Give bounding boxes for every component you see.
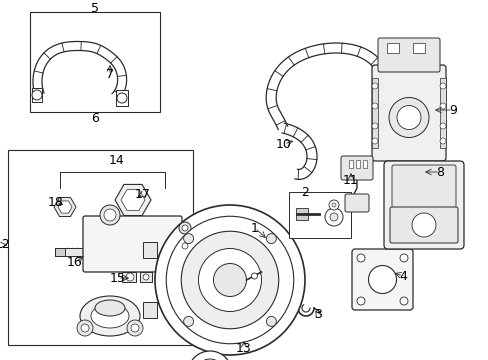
Circle shape: [166, 216, 293, 344]
Circle shape: [196, 359, 224, 360]
FancyBboxPatch shape: [383, 161, 463, 249]
Bar: [371, 78, 377, 148]
Text: 13: 13: [236, 342, 251, 355]
Bar: [386, 43, 398, 53]
Text: 14: 14: [109, 153, 124, 166]
Bar: [140, 272, 152, 282]
Circle shape: [439, 138, 445, 144]
Circle shape: [371, 83, 377, 89]
FancyBboxPatch shape: [371, 65, 445, 161]
Circle shape: [388, 98, 428, 138]
Text: 6: 6: [91, 112, 99, 125]
Circle shape: [198, 248, 261, 311]
FancyBboxPatch shape: [340, 156, 372, 180]
Circle shape: [187, 351, 231, 360]
Text: 12: 12: [0, 238, 11, 252]
Circle shape: [356, 297, 364, 305]
FancyBboxPatch shape: [351, 249, 412, 310]
Ellipse shape: [80, 296, 140, 336]
Bar: [142, 242, 157, 258]
Bar: [439, 78, 445, 148]
Circle shape: [183, 316, 193, 327]
Circle shape: [396, 105, 420, 130]
Bar: [288, 192, 350, 238]
Circle shape: [179, 222, 191, 234]
Bar: [32, 88, 42, 102]
Circle shape: [266, 316, 276, 327]
Bar: [55, 248, 65, 256]
Text: 7: 7: [106, 68, 114, 81]
Circle shape: [371, 123, 377, 129]
Ellipse shape: [95, 300, 125, 316]
FancyBboxPatch shape: [83, 216, 182, 272]
Circle shape: [399, 254, 407, 262]
Circle shape: [81, 324, 89, 332]
Circle shape: [182, 243, 187, 249]
Circle shape: [329, 213, 337, 221]
Circle shape: [439, 83, 445, 89]
Text: 5: 5: [91, 1, 99, 14]
Ellipse shape: [91, 304, 129, 328]
Bar: [30, 12, 160, 112]
FancyBboxPatch shape: [391, 165, 455, 209]
Circle shape: [439, 123, 445, 129]
Circle shape: [32, 90, 42, 100]
Circle shape: [371, 103, 377, 109]
Text: 16: 16: [67, 256, 82, 269]
FancyBboxPatch shape: [389, 207, 457, 243]
Bar: [362, 160, 366, 168]
Circle shape: [131, 324, 139, 332]
Circle shape: [251, 273, 257, 279]
Circle shape: [331, 203, 335, 207]
Bar: [295, 208, 307, 220]
Circle shape: [142, 274, 149, 280]
Circle shape: [181, 231, 278, 329]
Circle shape: [183, 234, 193, 244]
Circle shape: [100, 205, 120, 225]
Circle shape: [179, 240, 191, 252]
Circle shape: [127, 320, 142, 336]
Circle shape: [325, 208, 342, 226]
Text: 10: 10: [276, 138, 291, 150]
Text: 11: 11: [343, 174, 358, 186]
Circle shape: [182, 225, 187, 231]
Circle shape: [356, 254, 364, 262]
Circle shape: [117, 93, 127, 103]
Text: 9: 9: [448, 104, 456, 117]
Bar: [355, 160, 359, 168]
Circle shape: [328, 200, 338, 210]
Text: 17: 17: [135, 188, 151, 201]
Circle shape: [399, 297, 407, 305]
Circle shape: [411, 213, 435, 237]
Circle shape: [126, 273, 134, 281]
Bar: [412, 43, 424, 53]
Bar: [8, 150, 193, 345]
Bar: [142, 302, 157, 318]
Bar: [55, 248, 87, 256]
Text: 2: 2: [301, 186, 308, 199]
Text: 8: 8: [435, 166, 443, 179]
FancyBboxPatch shape: [377, 38, 439, 72]
Circle shape: [439, 103, 445, 109]
Circle shape: [155, 205, 305, 355]
Bar: [348, 160, 352, 168]
Text: 3: 3: [313, 309, 321, 321]
FancyBboxPatch shape: [345, 194, 368, 212]
Text: 4: 4: [398, 270, 406, 283]
Circle shape: [266, 234, 276, 244]
Bar: [122, 272, 136, 282]
Text: 15: 15: [110, 271, 126, 284]
Circle shape: [104, 209, 116, 221]
Circle shape: [371, 138, 377, 144]
Ellipse shape: [368, 266, 396, 293]
Circle shape: [213, 264, 246, 297]
Text: 1: 1: [250, 221, 259, 234]
Text: 18: 18: [48, 195, 64, 208]
Circle shape: [77, 320, 93, 336]
Bar: [116, 90, 128, 106]
